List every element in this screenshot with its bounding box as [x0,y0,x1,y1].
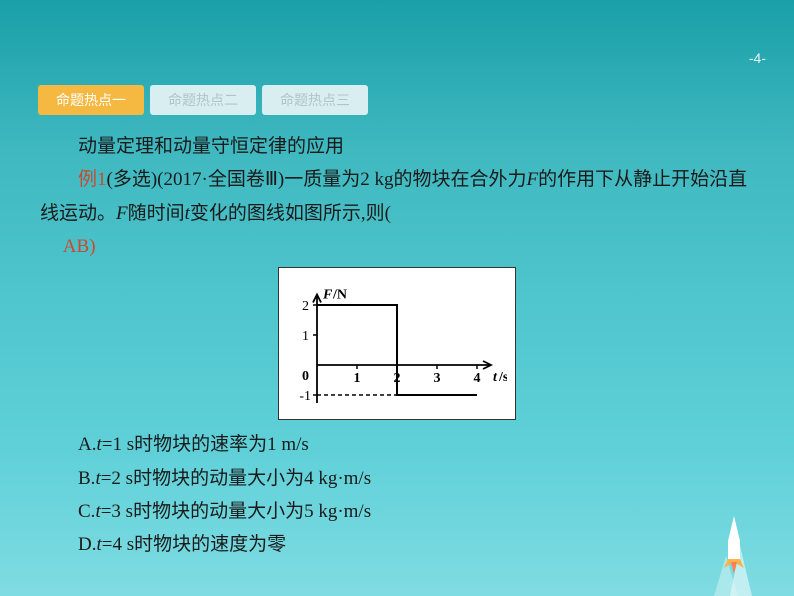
rocket-icon [704,506,764,596]
svg-text:3: 3 [434,371,441,386]
problem-text: 例1(多选)(2017·全国卷Ⅲ)一质量为2 kg的物块在合外力F的作用下从静止… [40,163,754,230]
example-label: 例1 [78,169,107,190]
problem-p3: 随时间 [128,203,185,224]
svg-text:/N: /N [332,288,347,303]
tab-hotspot-3[interactable]: 命题热点三 [262,85,368,115]
choice-a: A.t=1 s时物块的速率为1 m/s [78,428,754,461]
choice-d: D.t=4 s时物块的速度为零 [78,528,754,561]
choice-b: B.t=2 s时物块的动量大小为4 kg·m/s [78,462,754,495]
problem-F: F [527,169,539,190]
svg-text:-1: -1 [299,389,311,403]
svg-text:0: 0 [302,369,309,384]
svg-text:t: t [493,370,498,385]
force-time-chart: 21-101234F/Nt/s [287,273,507,403]
problem-p1: 一质量为2 kg的物块在合外力 [284,169,526,190]
problem-p4: 变化的图线如图所示,则( [190,203,391,224]
choice-c: C.t=3 s时物块的动量大小为5 kg·m/s [78,495,754,528]
svg-text:1: 1 [302,329,309,344]
tab-hotspot-1[interactable]: 命题热点一 [38,85,144,115]
svg-text:2: 2 [302,299,309,314]
svg-text:4: 4 [474,371,481,386]
tabs-row: 命题热点一 命题热点二 命题热点三 [38,85,368,115]
chart-container: 21-101234F/Nt/s [40,267,754,420]
answer-text: AB) [40,230,754,263]
svg-text:F: F [322,288,333,303]
tab-hotspot-2[interactable]: 命题热点二 [150,85,256,115]
page-number: -4- [749,50,766,66]
svg-text:/s: /s [498,370,507,385]
content-area: 动量定理和动量守恒定律的应用 例1(多选)(2017·全国卷Ⅲ)一质量为2 kg… [40,130,754,561]
chart-box: 21-101234F/Nt/s [278,267,516,420]
example-meta: (多选)(2017·全国卷Ⅲ) [107,169,285,190]
svg-text:1: 1 [354,371,361,386]
choices-list: A.t=1 s时物块的速率为1 m/s B.t=2 s时物块的动量大小为4 kg… [40,428,754,561]
problem-F2: F [116,203,128,224]
heading-text: 动量定理和动量守恒定律的应用 [40,130,754,163]
